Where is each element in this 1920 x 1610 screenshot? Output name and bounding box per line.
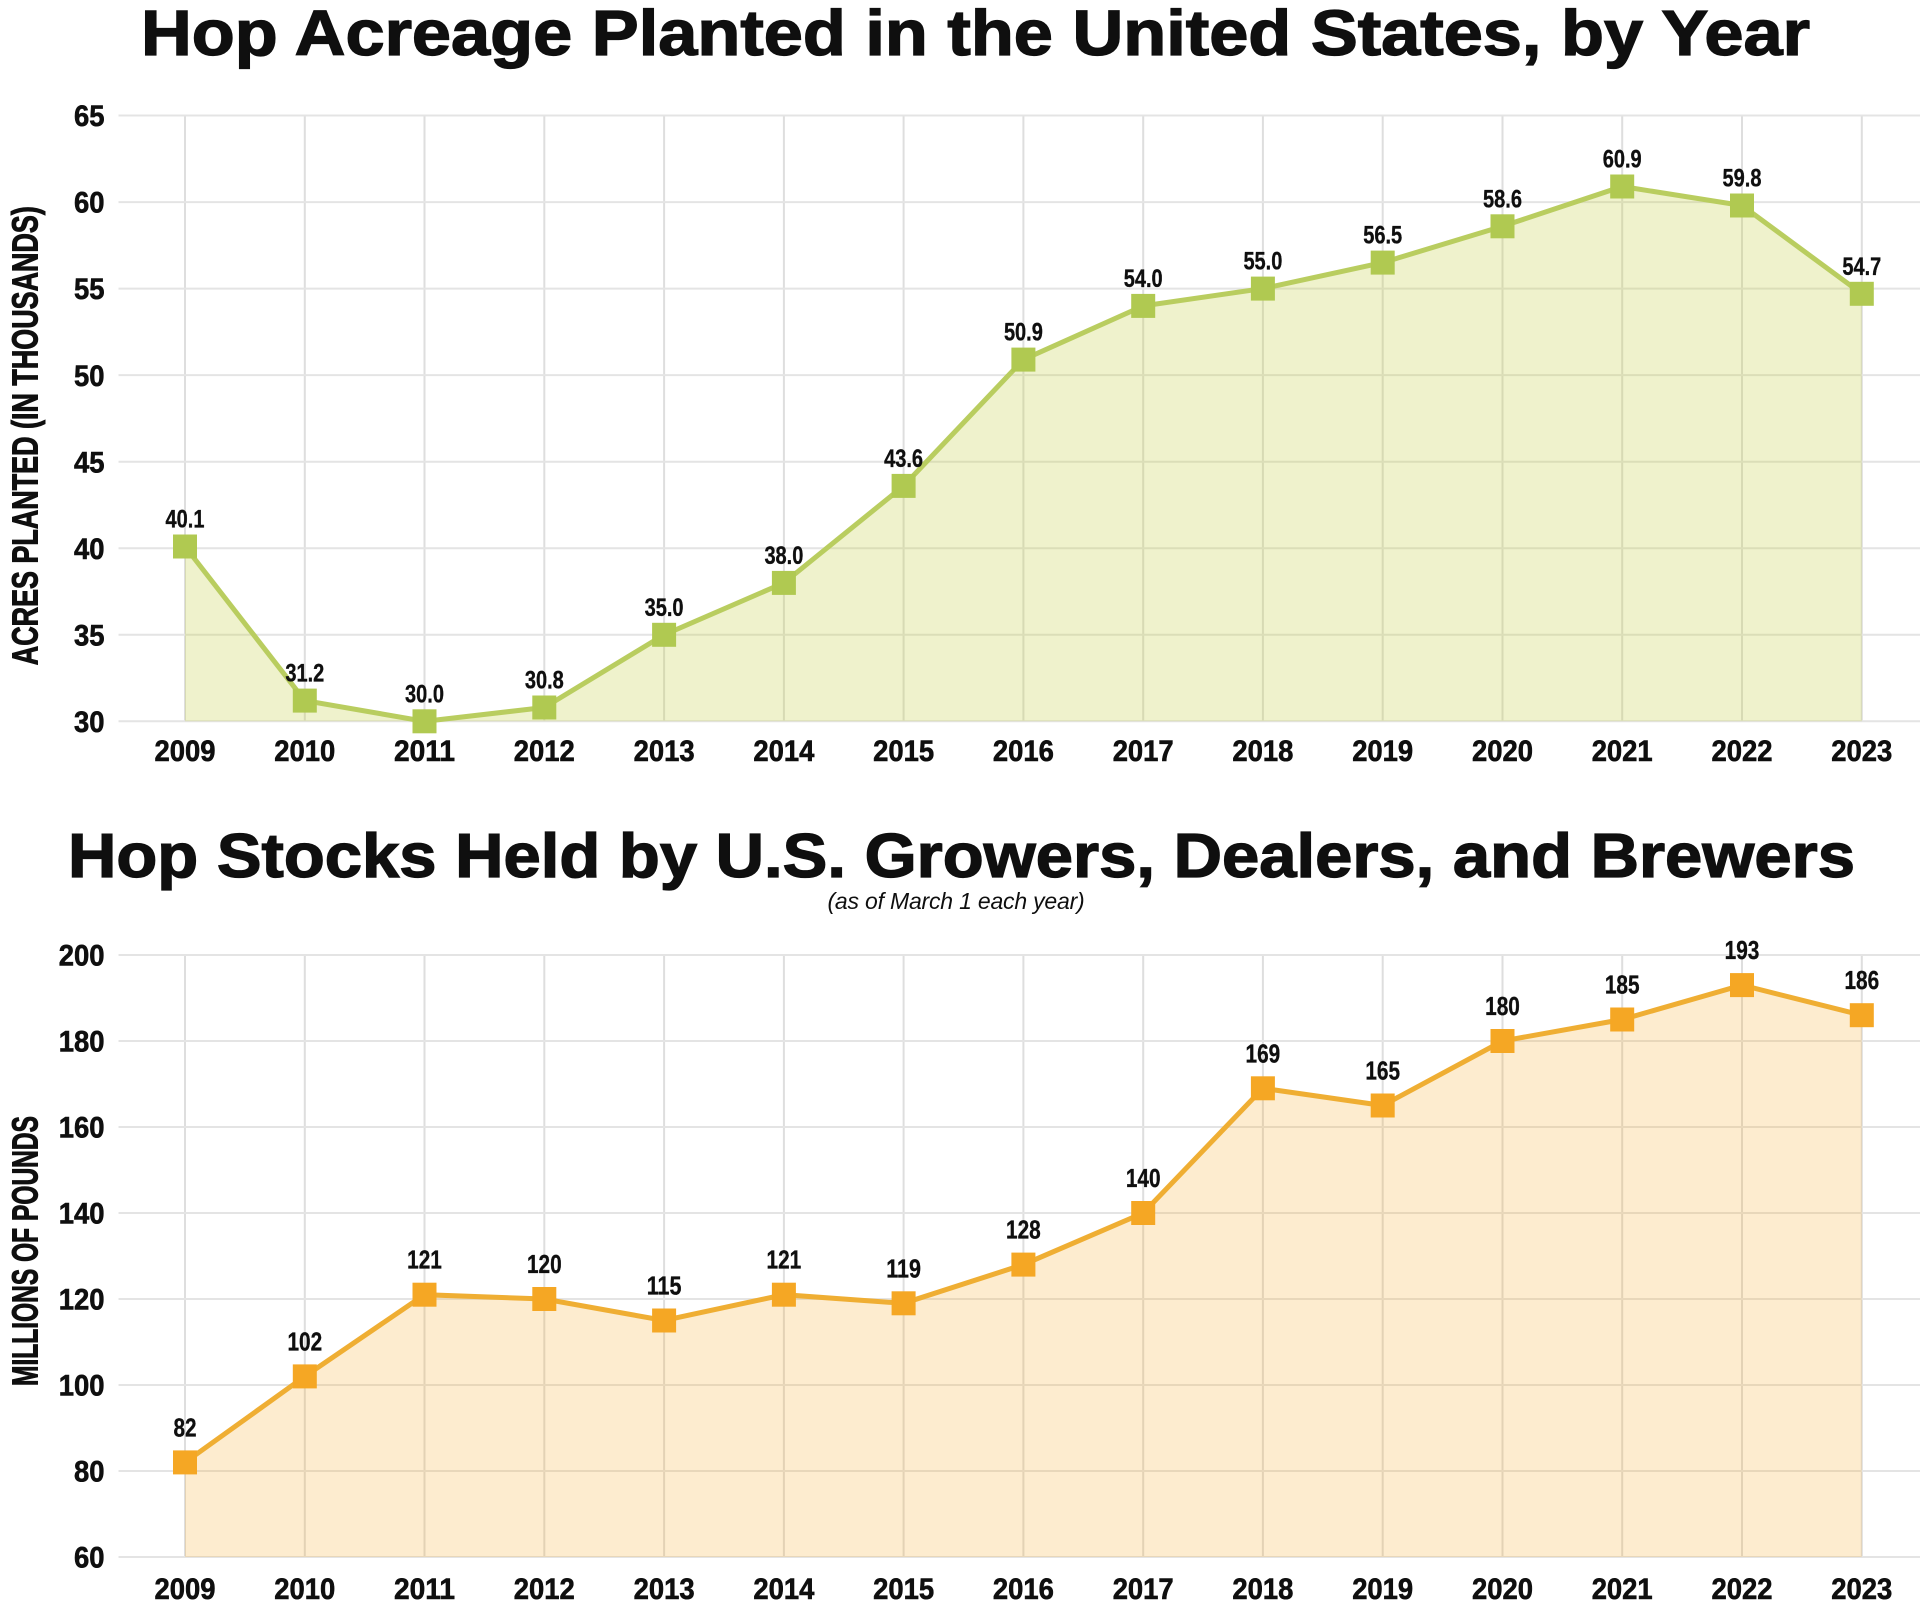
svg-text:128: 128	[1006, 1215, 1041, 1245]
svg-text:2015: 2015	[873, 1573, 934, 1606]
svg-text:35.0: 35.0	[645, 594, 684, 622]
svg-text:59.8: 59.8	[1723, 165, 1762, 193]
svg-text:54.7: 54.7	[1842, 253, 1881, 281]
svg-text:140: 140	[1126, 1163, 1161, 1193]
svg-text:193: 193	[1725, 935, 1760, 965]
svg-text:115: 115	[647, 1271, 682, 1301]
svg-text:119: 119	[886, 1253, 921, 1283]
svg-text:2013: 2013	[634, 1573, 695, 1606]
svg-text:160: 160	[59, 1112, 105, 1145]
svg-text:100: 100	[59, 1370, 105, 1403]
svg-text:2016: 2016	[993, 1573, 1054, 1606]
svg-text:2010: 2010	[274, 1573, 335, 1606]
svg-text:2020: 2020	[1472, 735, 1533, 768]
svg-text:165: 165	[1365, 1056, 1400, 1086]
svg-text:50: 50	[74, 360, 105, 393]
svg-text:55.0: 55.0	[1243, 248, 1282, 276]
svg-text:2018: 2018	[1232, 1573, 1293, 1606]
svg-text:2014: 2014	[753, 735, 815, 768]
svg-text:2012: 2012	[514, 735, 575, 768]
svg-text:30: 30	[74, 706, 105, 739]
svg-text:180: 180	[1485, 991, 1520, 1021]
svg-text:2020: 2020	[1472, 1573, 1533, 1606]
svg-text:200: 200	[59, 940, 105, 973]
svg-text:2013: 2013	[634, 735, 695, 768]
svg-text:80: 80	[74, 1456, 105, 1489]
svg-text:2022: 2022	[1712, 735, 1773, 768]
svg-text:45: 45	[74, 446, 105, 479]
svg-text:180: 180	[59, 1026, 105, 1059]
svg-text:2010: 2010	[274, 735, 335, 768]
svg-text:121: 121	[767, 1245, 802, 1275]
svg-text:Hop Stocks Held by U.S. Grower: Hop Stocks Held by U.S. Growers, Dealers…	[68, 821, 1855, 891]
svg-text:120: 120	[527, 1249, 562, 1279]
svg-text:55: 55	[74, 273, 105, 306]
svg-text:30.0: 30.0	[405, 680, 444, 708]
svg-text:40: 40	[74, 533, 105, 566]
svg-text:60: 60	[74, 187, 105, 220]
svg-text:185: 185	[1605, 970, 1640, 1000]
svg-text:54.0: 54.0	[1124, 265, 1163, 293]
svg-text:40.1: 40.1	[166, 506, 205, 534]
svg-text:2018: 2018	[1232, 735, 1293, 768]
svg-text:2016: 2016	[993, 735, 1054, 768]
svg-text:60: 60	[74, 1542, 105, 1575]
svg-text:56.5: 56.5	[1363, 222, 1402, 250]
svg-text:2023: 2023	[1831, 1573, 1892, 1606]
svg-text:ACRES PLANTED (IN THOUSANDS): ACRES PLANTED (IN THOUSANDS)	[5, 206, 46, 665]
svg-text:121: 121	[407, 1245, 442, 1275]
svg-text:2017: 2017	[1113, 735, 1174, 768]
svg-text:2021: 2021	[1592, 1573, 1653, 1606]
svg-text:65: 65	[74, 100, 105, 133]
svg-text:140: 140	[59, 1198, 105, 1231]
svg-text:58.6: 58.6	[1483, 185, 1522, 213]
svg-text:2022: 2022	[1712, 1573, 1773, 1606]
svg-text:120: 120	[59, 1284, 105, 1317]
svg-text:2023: 2023	[1831, 735, 1892, 768]
svg-text:2019: 2019	[1352, 735, 1413, 768]
svg-text:2009: 2009	[155, 735, 216, 768]
svg-text:2015: 2015	[873, 735, 934, 768]
svg-text:2017: 2017	[1113, 1573, 1174, 1606]
svg-text:35: 35	[74, 619, 105, 652]
svg-text:2021: 2021	[1592, 735, 1653, 768]
svg-text:186: 186	[1844, 965, 1879, 995]
svg-text:2012: 2012	[514, 1573, 575, 1606]
svg-text:169: 169	[1246, 1038, 1281, 1068]
svg-text:MILLIONS OF POUNDS: MILLIONS OF POUNDS	[5, 1116, 46, 1386]
svg-text:2014: 2014	[753, 1573, 815, 1606]
svg-text:82: 82	[173, 1412, 196, 1442]
svg-text:2009: 2009	[155, 1573, 216, 1606]
svg-text:30.8: 30.8	[525, 667, 564, 695]
svg-text:102: 102	[287, 1326, 322, 1356]
svg-text:2019: 2019	[1352, 1573, 1413, 1606]
svg-text:50.9: 50.9	[1004, 319, 1043, 347]
svg-text:43.6: 43.6	[884, 445, 923, 473]
svg-text:60.9: 60.9	[1603, 146, 1642, 174]
svg-text:31.2: 31.2	[285, 660, 324, 688]
svg-text:2011: 2011	[394, 735, 455, 768]
svg-text:(as of March 1 each year): (as of March 1 each year)	[827, 888, 1084, 914]
svg-text:38.0: 38.0	[764, 542, 803, 570]
svg-text:Hop Acreage Planted in the Uni: Hop Acreage Planted in the United States…	[141, 0, 1810, 69]
svg-text:2011: 2011	[394, 1573, 455, 1606]
